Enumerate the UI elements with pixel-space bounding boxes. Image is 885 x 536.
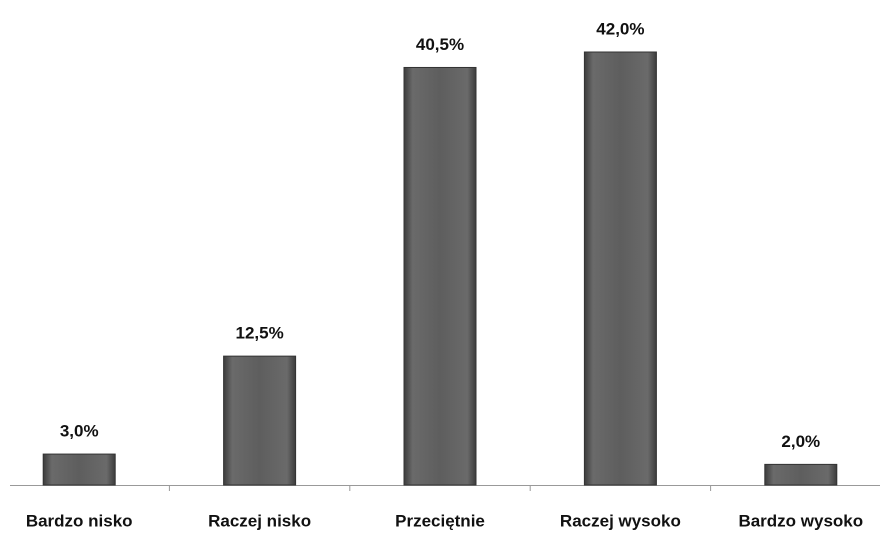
x-tick-label: Raczej wysoko — [560, 511, 681, 530]
bar — [583, 51, 657, 486]
bar — [42, 453, 116, 486]
bar — [764, 463, 838, 486]
value-label: 12,5% — [235, 324, 283, 343]
x-tick-label: Przeciętnie — [395, 511, 485, 530]
value-label: 40,5% — [416, 35, 464, 54]
x-tick-label: Raczej nisko — [208, 511, 311, 530]
value-label: 42,0% — [596, 19, 644, 38]
x-tick-label: Bardzo wysoko — [738, 511, 863, 530]
bar — [403, 66, 477, 486]
value-label: 3,0% — [60, 422, 99, 441]
value-label: 2,0% — [781, 432, 820, 451]
x-tick-label: Bardzo nisko — [26, 511, 133, 530]
bar — [223, 355, 297, 486]
